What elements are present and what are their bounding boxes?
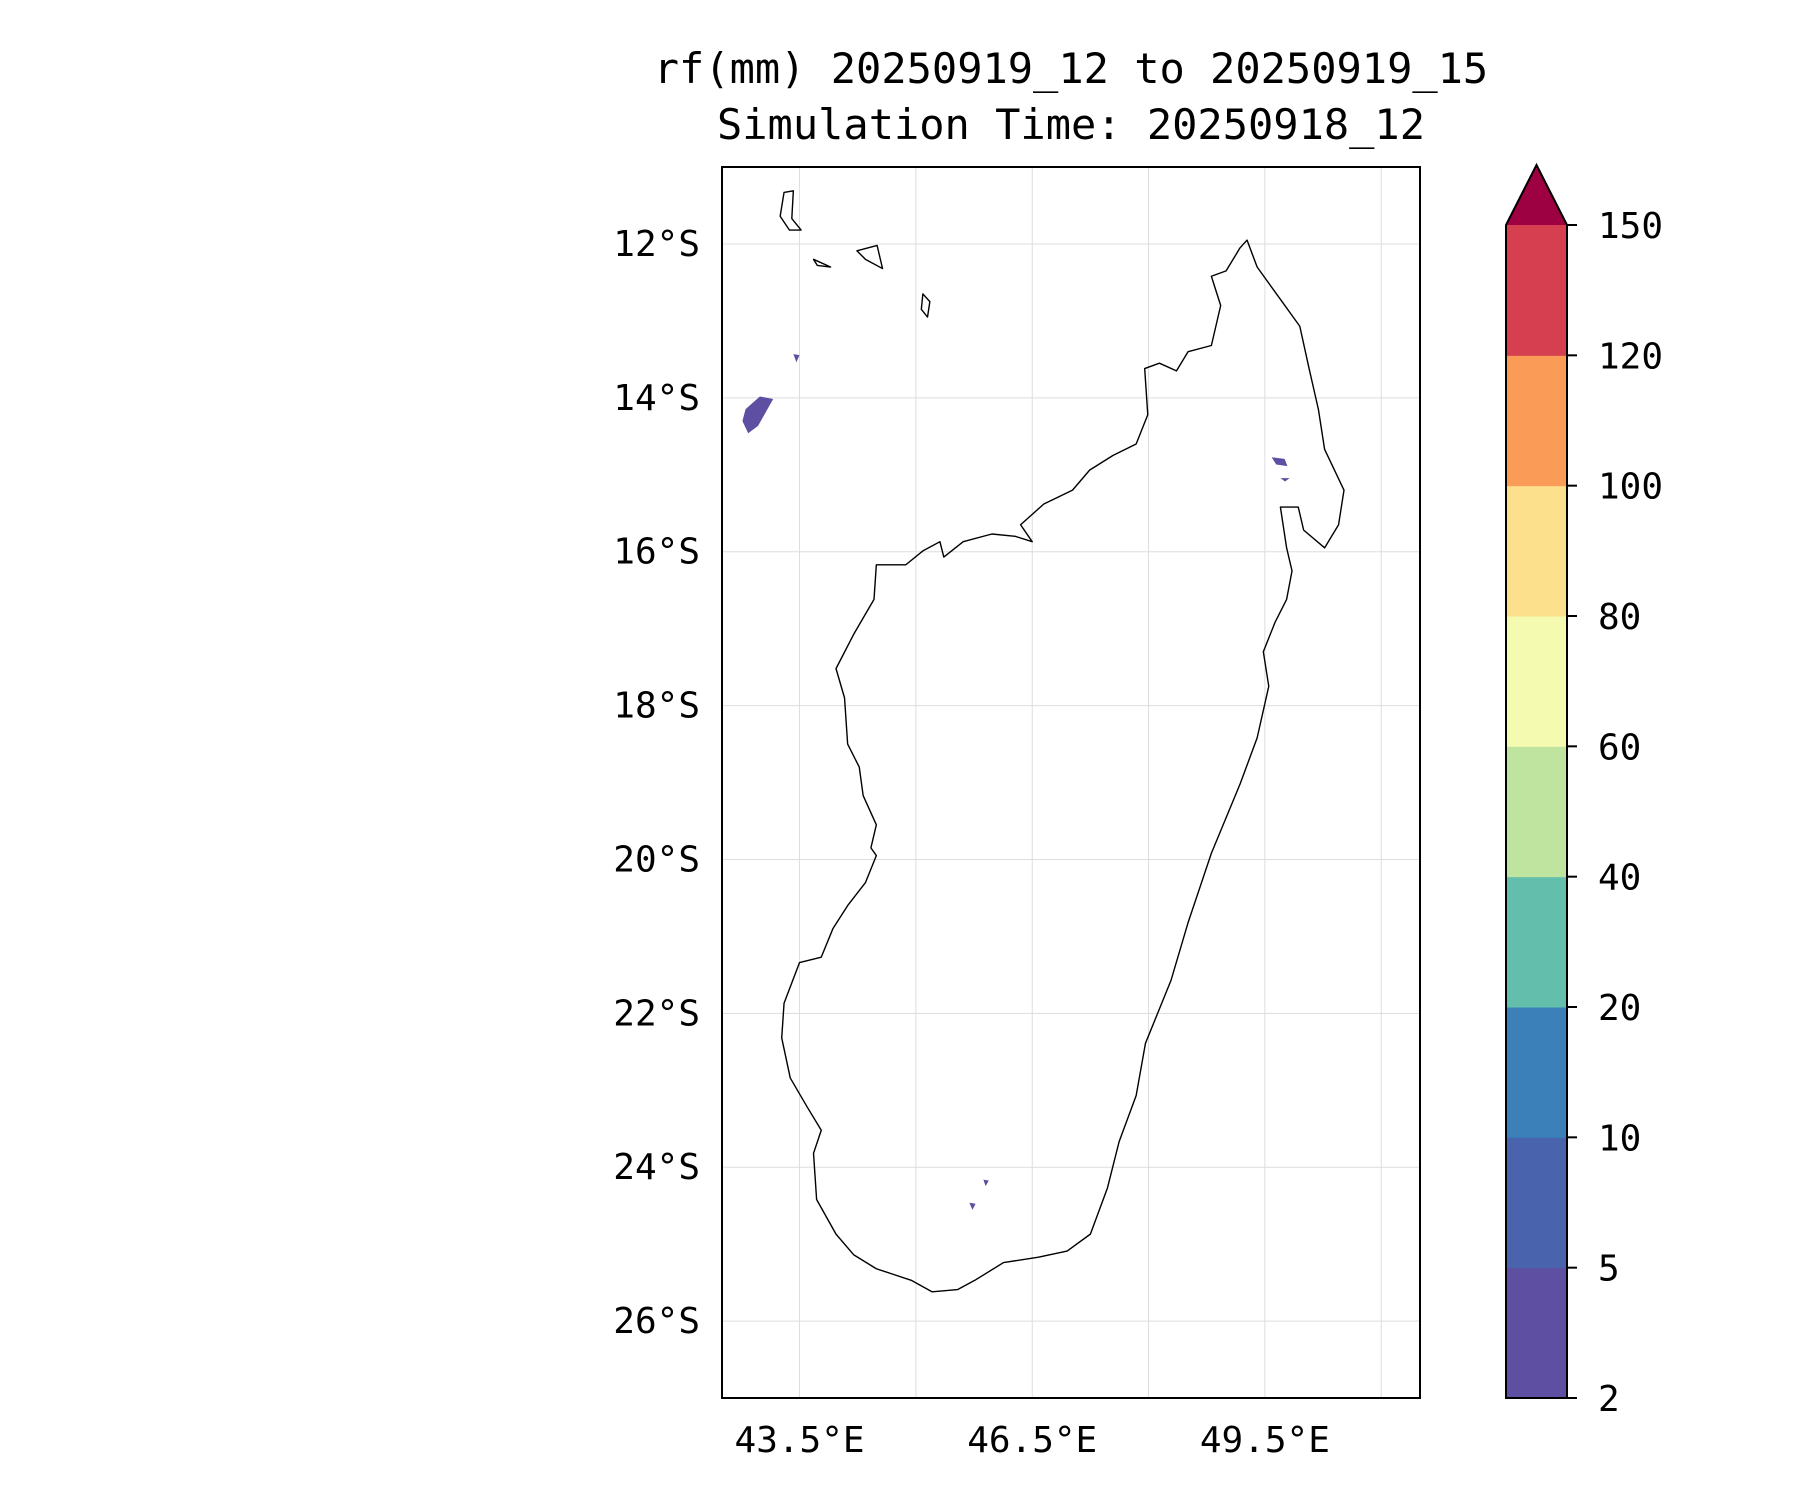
colorbar-tick-label: 2: [1598, 1379, 1620, 1420]
axis-ticks: 12°S 14°S 16°S 18°S 20°S 22°S 24°S 26°S 43.5°E 46…: [613, 224, 1330, 1461]
colorbar-segment: [1506, 746, 1567, 878]
coastlines: [779, 190, 1345, 1293]
colorbar-segment: [1506, 485, 1567, 617]
lat-tick-label: 18°S: [613, 686, 700, 727]
lat-tick-label: 16°S: [613, 532, 700, 573]
lon-tick-label: 46.5°E: [967, 1420, 1097, 1461]
rain-cell: [1280, 478, 1290, 482]
lat-tick-label: 24°S: [613, 1147, 700, 1188]
lat-tick-label: 22°S: [613, 993, 700, 1034]
rain-cell: [742, 396, 774, 434]
lon-tick-label: 49.5°E: [1200, 1420, 1330, 1461]
rain-cell: [793, 354, 800, 363]
lon-tick-label: 43.5°E: [735, 1420, 865, 1461]
madagascar-coastline: [781, 239, 1345, 1293]
colorbar-tick-label: 60: [1598, 727, 1641, 768]
lat-tick-label: 14°S: [613, 378, 700, 419]
colorbar-tick-label: 100: [1598, 467, 1663, 508]
colorbar-outline: [1505, 162, 1568, 1399]
colorbar-tick-label: 150: [1598, 206, 1663, 247]
title-line-1: rf(mm) 20250919_12 to 20250919_15: [653, 44, 1489, 93]
rain-cell: [983, 1179, 989, 1187]
colorbar-extend-arrow: [1506, 165, 1567, 225]
colorbar-segment: [1506, 225, 1567, 356]
lat-tick-label: 26°S: [613, 1301, 700, 1342]
colorbar-segment: [1506, 355, 1567, 487]
colorbar-tick-label: 10: [1598, 1118, 1641, 1159]
colorbar-tick-label: 5: [1598, 1249, 1620, 1290]
colorbar-segment: [1506, 876, 1567, 1008]
rain-cell: [1271, 457, 1288, 467]
colorbar-tick-label: 40: [1598, 858, 1641, 899]
rain-cell: [969, 1202, 976, 1210]
island-coastline: [856, 244, 884, 270]
colorbar-tick-label: 20: [1598, 988, 1641, 1029]
colorbar-segment: [1506, 1267, 1567, 1399]
colorbar-tick-label: 80: [1598, 597, 1641, 638]
map-frame: [721, 166, 1421, 1399]
lat-tick-label: 20°S: [613, 839, 700, 880]
colorbar-segment: [1506, 616, 1567, 747]
colorbar: 2 5 10 20 40 60 80 100 120 150: [1505, 162, 1663, 1420]
island-coastline: [920, 293, 931, 318]
colorbar-tick-label: 120: [1598, 336, 1663, 377]
colorbar-segment: [1506, 1007, 1567, 1138]
lat-tick-label: 12°S: [613, 224, 700, 265]
gridlines: [722, 167, 1420, 1398]
rainfall-contours: [742, 354, 1290, 1210]
title-line-2: Simulation Time: 20250918_12: [716, 100, 1425, 149]
island-coastline: [812, 258, 832, 268]
colorbar-segment: [1506, 1137, 1567, 1269]
island-coastline: [779, 190, 802, 231]
